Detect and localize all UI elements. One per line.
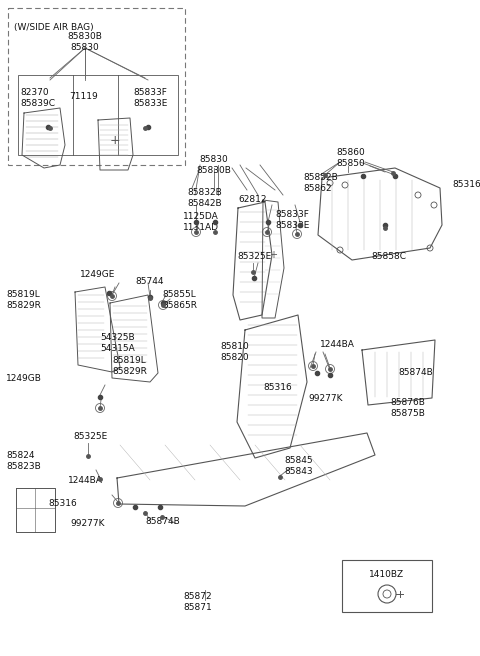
Text: +: +: [110, 134, 120, 146]
Text: 62812: 62812: [238, 195, 266, 204]
Bar: [18, 75, 178, 155]
Text: 85874B: 85874B: [145, 517, 180, 526]
Text: 85860
85850: 85860 85850: [336, 148, 365, 168]
Text: 85325E: 85325E: [237, 252, 271, 261]
Text: 85325E: 85325E: [73, 432, 107, 441]
Text: 85316: 85316: [263, 383, 292, 392]
Text: 85316: 85316: [48, 499, 77, 508]
Text: 71119: 71119: [70, 92, 98, 101]
Text: 85830
85830B: 85830 85830B: [197, 155, 231, 174]
Text: 85830B
85830: 85830B 85830: [68, 32, 102, 52]
Text: 1249GB: 1249GB: [6, 374, 42, 383]
Text: 85874B: 85874B: [398, 368, 433, 377]
Text: 85832B
85842B: 85832B 85842B: [187, 188, 222, 208]
Text: 85852B
85862: 85852B 85862: [303, 173, 338, 193]
Text: +: +: [269, 250, 277, 260]
Text: 85744: 85744: [135, 277, 164, 286]
Text: 99277K: 99277K: [70, 519, 105, 528]
Text: 85872
85871: 85872 85871: [184, 592, 212, 612]
Text: 85824
85823B: 85824 85823B: [6, 451, 41, 471]
Text: 1244BA: 1244BA: [320, 340, 355, 349]
Text: 1249GE: 1249GE: [80, 270, 115, 279]
Text: 85819L
85829R: 85819L 85829R: [6, 290, 41, 310]
Text: 85876B
85875B: 85876B 85875B: [390, 398, 425, 418]
Text: 1125DA
1131AD: 1125DA 1131AD: [183, 212, 219, 232]
Text: 85819L
85829R: 85819L 85829R: [112, 356, 147, 376]
Text: 1244BA: 1244BA: [68, 476, 103, 485]
Text: (W/SIDE AIR BAG): (W/SIDE AIR BAG): [14, 23, 94, 32]
Text: 82370
85839C: 82370 85839C: [20, 88, 55, 108]
Text: 85845
85843: 85845 85843: [284, 456, 312, 476]
Text: 85833F
85833E: 85833F 85833E: [133, 88, 168, 108]
Bar: [8, 8, 185, 165]
Text: 85858C: 85858C: [371, 252, 406, 261]
Text: 85855L
85865R: 85855L 85865R: [162, 290, 197, 310]
Text: 85810
85820: 85810 85820: [220, 342, 249, 361]
Text: 54325B
54315A: 54325B 54315A: [100, 333, 135, 353]
Bar: [342, 560, 432, 612]
Text: 1410BZ: 1410BZ: [370, 570, 405, 579]
Text: 85316: 85316: [452, 180, 480, 189]
Text: 85833F
85833E: 85833F 85833E: [275, 210, 310, 230]
Text: 99277K: 99277K: [308, 394, 343, 403]
